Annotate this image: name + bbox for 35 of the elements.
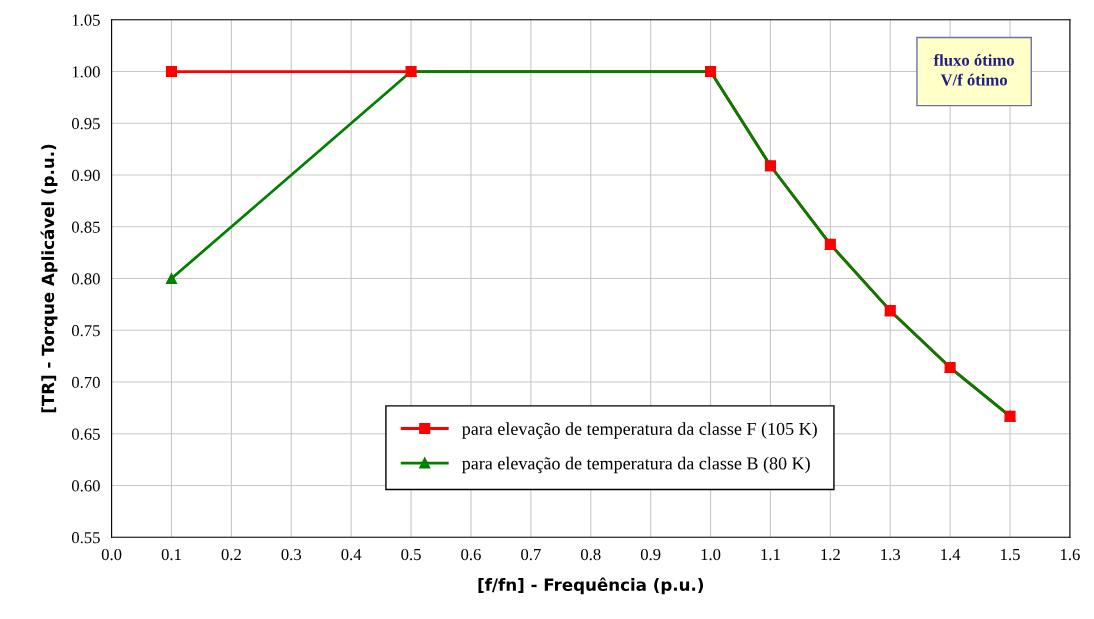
- y-tick-label: 0.65: [71, 428, 100, 440]
- point: [165, 272, 178, 285]
- x-tick-label: 1.2: [821, 548, 840, 561]
- y-tick-label: 0.75: [71, 325, 100, 337]
- x-tick-label: 1.5: [1001, 548, 1020, 561]
- x-tick-label: 0.4: [341, 548, 362, 561]
- x-tick-label: 1.0: [701, 548, 721, 561]
- x-tick-label: 1.6: [1060, 548, 1080, 561]
- x-tick-label: 1.3: [881, 548, 901, 561]
- annotation: fluxo ótimo V/f ótimo: [933, 53, 1014, 86]
- y-tick-label: 0.90: [71, 169, 100, 182]
- y-tick-label: 0.55: [71, 531, 100, 544]
- x-tick-label: 0.3: [281, 548, 302, 561]
- legend-label: para elevação de temperatura da classe B (80 K): [462, 456, 810, 474]
- y-tick-label: 0.85: [71, 221, 100, 233]
- x-tick-label: 1.1: [761, 548, 780, 561]
- y-tick-label: 1.00: [72, 66, 100, 78]
- point: [165, 66, 178, 78]
- x-tick-label: 0.2: [221, 548, 241, 561]
- y-tick-label: 0.70: [71, 376, 100, 389]
- x-tick-label: 0.0: [101, 548, 122, 561]
- x-tick-label: 0.5: [401, 548, 421, 561]
- x-tick-label: 0.1: [161, 548, 181, 561]
- x-tick-label: 0.6: [461, 548, 481, 561]
- y-tick-label: 0.95: [71, 118, 100, 130]
- y-axis-title: [TR] - Torque Aplicável (p.u.): [40, 144, 58, 413]
- y-tick-label: 0.80: [71, 273, 100, 285]
- x-tick-label: 0.9: [640, 548, 661, 561]
- y-tick-label: 1.05: [72, 14, 100, 26]
- x-tick-label: 0.7: [521, 548, 541, 561]
- y-tick-label: 0.60: [71, 480, 100, 492]
- x-tick-label: 1.4: [941, 548, 961, 561]
- legend-label: para elevação de temperatura da classe F (105 K): [462, 422, 817, 439]
- x-tick-label: 0.8: [580, 548, 601, 561]
- x-axis-title: [f/fn] - Frequência (p.u.): [478, 577, 704, 595]
